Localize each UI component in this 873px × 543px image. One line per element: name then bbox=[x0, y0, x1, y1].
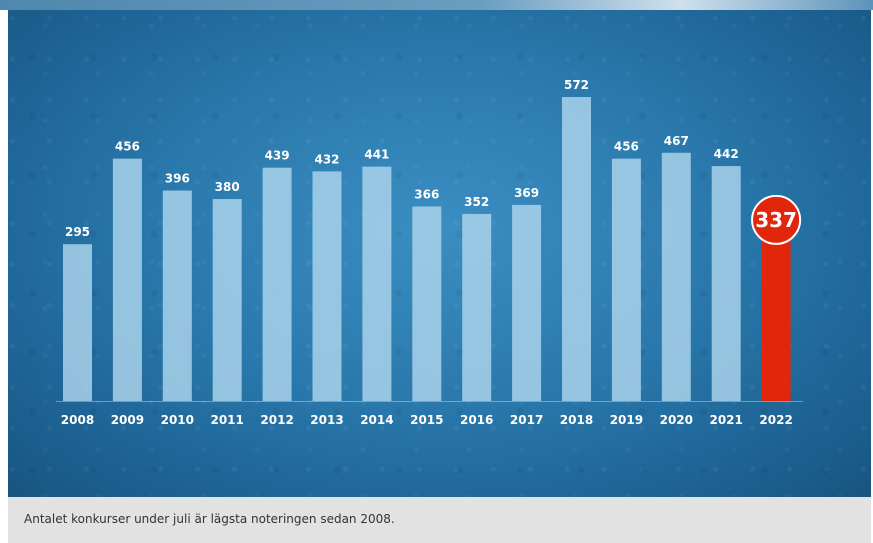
bar-value-label: 295 bbox=[65, 225, 90, 239]
bar bbox=[562, 97, 591, 401]
bar-value-label: 456 bbox=[614, 140, 639, 154]
x-tick-label: 2011 bbox=[210, 413, 243, 427]
chart-caption: Antalet konkurser under juli är lägsta n… bbox=[24, 512, 395, 526]
bar-highlight bbox=[761, 221, 791, 401]
bar-chart: 295 2008 456 2009 396 2010 380 2011 439 2012 432 20… bbox=[56, 78, 803, 427]
x-tick-label: 2017 bbox=[510, 413, 543, 427]
x-tick-label: 2022 bbox=[759, 413, 792, 427]
x-tick-label: 2014 bbox=[360, 413, 393, 427]
highlight-badge bbox=[751, 194, 802, 245]
bar bbox=[611, 158, 641, 401]
bar bbox=[112, 158, 142, 401]
bar-value-label: 352 bbox=[464, 195, 489, 209]
bar bbox=[412, 206, 442, 401]
x-tick-label: 2008 bbox=[61, 413, 94, 427]
bar bbox=[711, 166, 741, 401]
x-tick-label: 2012 bbox=[260, 413, 293, 427]
x-tick-label: 2010 bbox=[161, 413, 194, 427]
x-tick-label: 2013 bbox=[310, 413, 343, 427]
chart-panel: 295 2008 456 2009 396 2010 380 2011 439 2012 432 20… bbox=[8, 10, 871, 497]
bar-value-label: 366 bbox=[414, 187, 439, 201]
bar-value-label: 467 bbox=[664, 134, 689, 148]
bar-value-label: 380 bbox=[215, 180, 240, 194]
bar bbox=[312, 171, 342, 401]
bar-value-label: 442 bbox=[714, 147, 739, 161]
bar-value-label: 439 bbox=[265, 149, 290, 163]
caption-bar: Antalet konkurser under juli är lägsta n… bbox=[8, 497, 871, 543]
bar bbox=[162, 190, 192, 401]
bar-value-label: 432 bbox=[314, 152, 339, 166]
bar-value-label: 441 bbox=[364, 148, 389, 162]
bar-value-label: 396 bbox=[165, 172, 190, 186]
x-tick-label: 2015 bbox=[410, 413, 443, 427]
x-tick-label: 2020 bbox=[660, 413, 693, 427]
bar-value-label: 456 bbox=[115, 140, 140, 154]
bar bbox=[661, 152, 691, 401]
x-tick-label: 2021 bbox=[709, 413, 742, 427]
x-tick-label: 2018 bbox=[560, 413, 593, 427]
bar bbox=[462, 213, 492, 401]
bar-value-label: 572 bbox=[564, 78, 589, 92]
x-tick-label: 2019 bbox=[610, 413, 643, 427]
bar bbox=[63, 244, 92, 401]
bar bbox=[262, 167, 292, 401]
header-strip bbox=[0, 0, 873, 10]
bar bbox=[512, 204, 542, 401]
x-tick-label: 2009 bbox=[111, 413, 144, 427]
highlight-value-label: 337 bbox=[755, 208, 797, 232]
bar-value-label: 369 bbox=[514, 186, 539, 200]
x-tick-label: 2016 bbox=[460, 413, 493, 427]
bar bbox=[212, 199, 242, 401]
bar bbox=[362, 166, 392, 401]
